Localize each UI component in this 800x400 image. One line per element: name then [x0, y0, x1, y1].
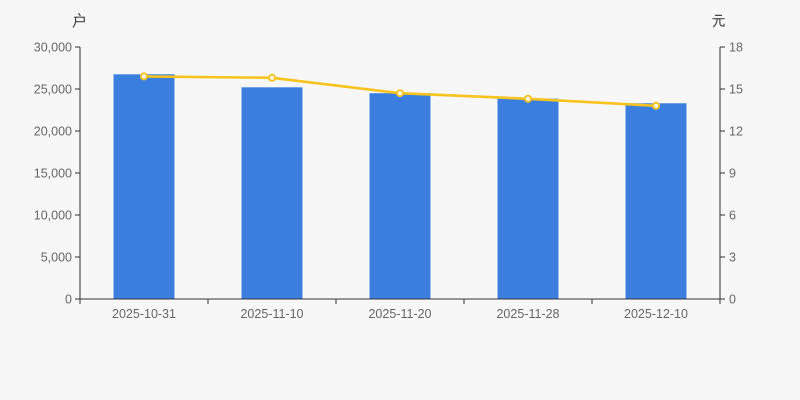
- right-axis-tick-label: 0: [729, 293, 736, 307]
- line-point-2025-10-31[interactable]: [140, 72, 148, 81]
- right-axis-tick-label: 12: [729, 125, 743, 139]
- line-point-2025-11-10[interactable]: [268, 73, 276, 82]
- line-point-2025-11-20[interactable]: [396, 89, 404, 98]
- left-axis-tick-label: 20,000: [34, 125, 72, 139]
- x-axis-label-2025-11-20: 2025-11-20: [368, 307, 431, 321]
- bar-2025-12-10[interactable]: [625, 103, 687, 299]
- line-point-2025-11-28[interactable]: [524, 94, 532, 103]
- bar-2025-11-10[interactable]: [241, 87, 303, 299]
- bar-2025-10-31[interactable]: [113, 74, 175, 299]
- right-axis-tick-label: 3: [729, 251, 736, 265]
- x-axis-label-2025-10-31: 2025-10-31: [112, 307, 176, 321]
- x-axis-label-2025-11-28: 2025-11-28: [496, 307, 559, 321]
- right-axis-tick-label: 15: [729, 83, 743, 97]
- bar-2025-11-28[interactable]: [497, 98, 559, 299]
- left-axis-tick-label: 15,000: [34, 167, 72, 181]
- right-axis-unit-icon: [712, 14, 725, 28]
- x-axis-label-2025-12-10: 2025-12-10: [624, 307, 688, 321]
- left-axis-tick-label: 10,000: [34, 209, 72, 223]
- right-axis-tick-label: 18: [729, 41, 743, 55]
- left-axis-tick-label: 30,000: [34, 41, 72, 55]
- left-axis-tick-label: 0: [65, 293, 72, 307]
- left-axis-tick-label: 5,000: [41, 251, 72, 265]
- x-axis-label-2025-11-10: 2025-11-10: [240, 307, 303, 321]
- left-axis-tick-label: 25,000: [34, 83, 72, 97]
- bar-2025-11-20[interactable]: [369, 93, 431, 299]
- right-axis-tick-label: 9: [729, 167, 736, 181]
- left-axis-unit-icon: [72, 13, 85, 28]
- line-point-2025-12-10[interactable]: [652, 101, 660, 110]
- right-axis-tick-label: 6: [729, 209, 736, 223]
